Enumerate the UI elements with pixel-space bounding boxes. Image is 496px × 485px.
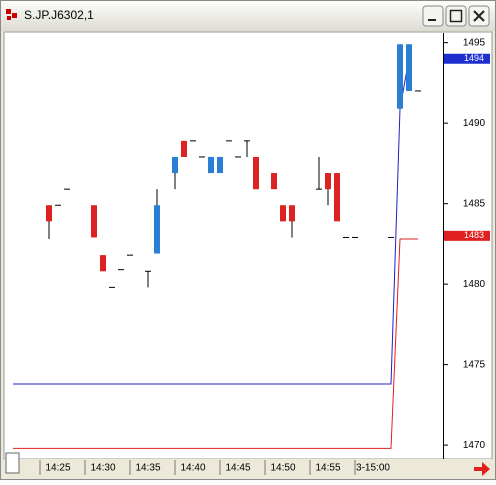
candle-body xyxy=(289,205,295,222)
price-line xyxy=(13,58,410,385)
candle-body xyxy=(253,156,259,190)
x-tick-label: 14:55 xyxy=(315,463,340,474)
candle-body xyxy=(172,156,178,174)
x-tick-label: 14:45 xyxy=(225,463,250,474)
x-tick-label: 14:25 xyxy=(45,463,70,474)
scroll-box[interactable] xyxy=(5,452,20,474)
candle-body xyxy=(271,173,277,190)
maximize-button[interactable] xyxy=(445,5,467,27)
candle-body xyxy=(406,44,412,91)
x-tick-label: 14:35 xyxy=(135,463,160,474)
x-tick-label: 14:40 xyxy=(180,463,205,474)
candle-body xyxy=(46,205,52,222)
price-tag-label: 1494 xyxy=(464,53,484,63)
candle-body xyxy=(280,205,286,222)
price-tag xyxy=(444,230,490,241)
window-title: S.JP.J6302,1 xyxy=(24,8,94,22)
y-tick-label: 1475 xyxy=(463,359,486,370)
minimize-button[interactable] xyxy=(422,5,444,27)
price-tag xyxy=(444,53,490,64)
x-axis-strip xyxy=(4,459,492,476)
candle-body xyxy=(208,156,214,174)
close-button[interactable] xyxy=(468,5,490,27)
candle-body xyxy=(100,255,106,272)
candle-body xyxy=(154,205,160,254)
chart-area xyxy=(3,31,493,460)
y-tick-label: 1490 xyxy=(463,118,486,129)
candle-body xyxy=(217,156,223,174)
y-tick-label: 1485 xyxy=(463,198,486,209)
candle-body xyxy=(334,173,340,222)
y-tick-label: 1495 xyxy=(463,37,486,48)
candle-body xyxy=(325,173,331,190)
price-tag-label: 1483 xyxy=(464,230,484,240)
price-line xyxy=(13,238,418,449)
y-tick-label: 1470 xyxy=(463,440,486,451)
x-tick-label: 14:50 xyxy=(270,463,295,474)
y-tick-label: 1480 xyxy=(463,279,486,290)
x-tick-label: 14:30 xyxy=(90,463,115,474)
app-icon xyxy=(6,9,17,20)
x-tick-label: 3-15:00 xyxy=(356,463,390,474)
scroll-arrow[interactable] xyxy=(474,462,490,476)
title-bar xyxy=(1,1,495,31)
candle-body xyxy=(91,205,97,238)
candle-body xyxy=(397,44,403,109)
candle-body xyxy=(181,140,187,157)
